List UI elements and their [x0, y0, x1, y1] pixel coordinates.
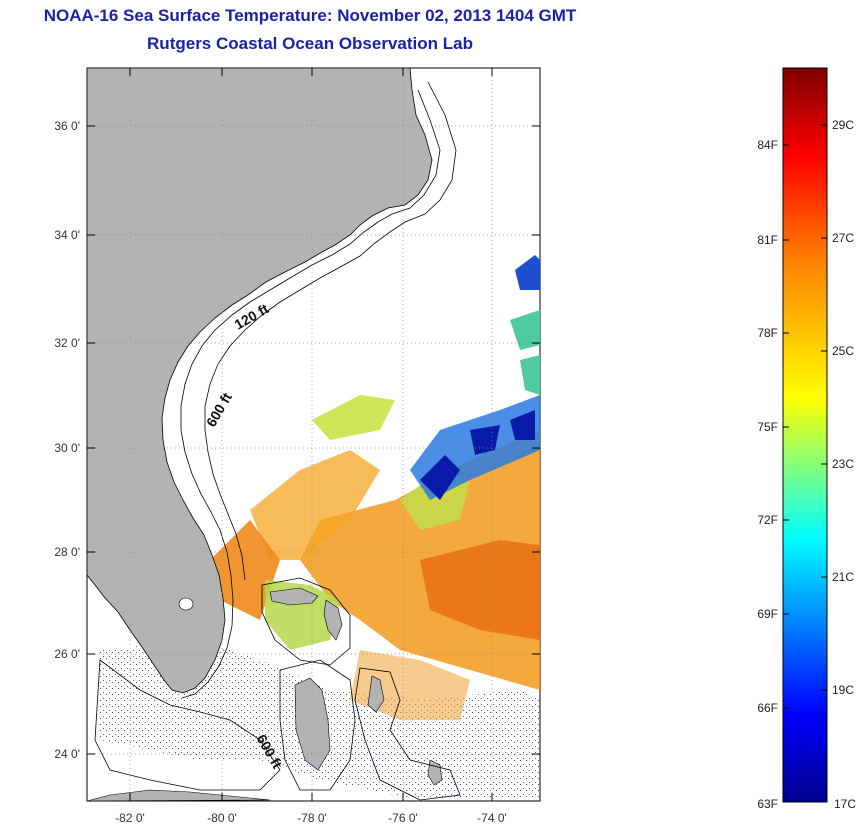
colorbar-c-label: 19C	[832, 683, 854, 697]
latitude-labels: 36 0' 34 0' 32 0' 30 0' 28 0' 26 0' 24 0…	[54, 119, 80, 761]
contour-120ft	[180, 89, 441, 699]
lat-label: 24 0'	[54, 747, 80, 761]
lat-label: 26 0'	[54, 647, 80, 661]
lat-label: 36 0'	[54, 119, 80, 133]
contour-bahamas-bank	[261, 577, 351, 666]
contour-600ft	[204, 81, 457, 581]
colorbar-c-label: 29C	[832, 118, 854, 132]
lake-okeechobee	[178, 597, 194, 611]
lon-label: -76 0'	[388, 811, 418, 825]
sst-deep-blue-streaks	[420, 410, 535, 500]
lon-label: -78 0'	[297, 811, 327, 825]
colorbar-ticks	[783, 124, 827, 709]
colorbar-f-label: 75F	[757, 420, 778, 434]
colorbar-c-label: 23C	[832, 457, 854, 471]
contour-south-fl-shelf	[94, 659, 281, 791]
map-subtitle: Rutgers Coastal Ocean Observation Lab	[147, 34, 473, 53]
cuba-north-coast	[87, 789, 271, 801]
bahamas-abaco	[323, 599, 343, 641]
sst-ne-green	[510, 310, 540, 395]
lat-label: 28 0'	[54, 545, 80, 559]
lon-label: -80 0'	[207, 811, 237, 825]
bahamas-andros	[294, 677, 331, 771]
colorbar-c-label: 27C	[832, 231, 854, 245]
longitude-labels: -82 0' -80 0' -78 0' -76 0' -74 0'	[115, 811, 507, 825]
land-layer	[87, 68, 443, 801]
colorbar-c-label: 21C	[832, 570, 854, 584]
colorbar-c-label: 17C	[834, 797, 856, 811]
bathymetry-contours	[94, 81, 461, 801]
colorbar-c-label: 25C	[832, 344, 854, 358]
map-content: 120 ft 600 ft 600 ft	[87, 68, 540, 801]
colorbar-f-label: 81F	[757, 233, 778, 247]
colorbar: 84F 81F 78F 75F 72F 69F 66F 63F 29C 27C …	[757, 67, 856, 811]
colorbar-gradient	[782, 67, 828, 803]
sst-orange-core	[420, 540, 540, 640]
lon-label: -82 0'	[115, 811, 145, 825]
bahamas-grand-bahama	[269, 587, 319, 606]
us-east-coast-landmass	[87, 68, 433, 694]
colorbar-f-label: 63F	[757, 797, 778, 811]
colorbar-f-label: 78F	[757, 326, 778, 340]
lat-label: 32 0'	[54, 336, 80, 350]
contour-eastern-bahamas	[354, 667, 461, 801]
sst-data-layer	[100, 255, 540, 800]
sst-ne-blue	[515, 255, 540, 290]
colorbar-f-label: 84F	[757, 138, 778, 152]
contour-great-bahama-bank	[279, 659, 356, 791]
lat-label: 34 0'	[54, 228, 80, 242]
lon-label: -74 0'	[477, 811, 507, 825]
map-title: NOAA-16 Sea Surface Temperature: Novembe…	[43, 6, 577, 25]
bahamas-long-island	[427, 759, 443, 786]
colorbar-f-label: 69F	[757, 607, 778, 621]
sst-north-swath	[250, 450, 380, 560]
sst-green-patch	[312, 395, 395, 440]
colorbar-f-label: 72F	[757, 513, 778, 527]
bahamas-eleuthera	[367, 675, 385, 713]
lat-label: 30 0'	[54, 441, 80, 455]
frame-ticks	[87, 68, 540, 801]
colorbar-f-label: 66F	[757, 701, 778, 715]
sst-west-swath	[210, 520, 280, 620]
